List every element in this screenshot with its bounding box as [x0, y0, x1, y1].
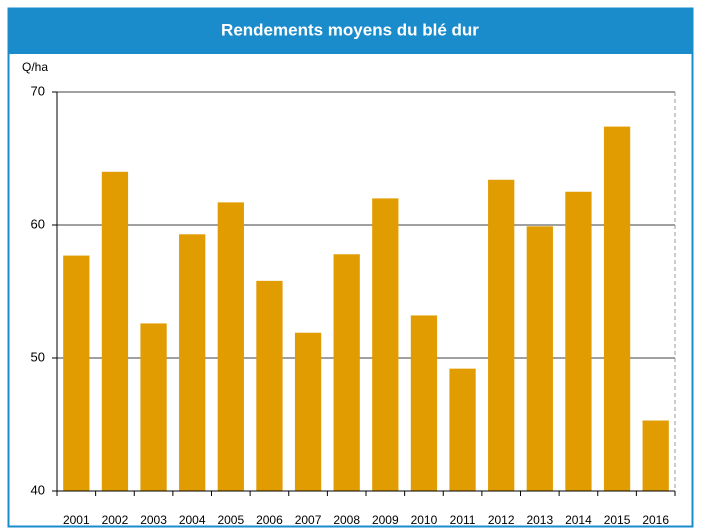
title-band	[8, 8, 693, 54]
bar	[488, 179, 515, 491]
bar	[179, 234, 206, 491]
bar	[372, 198, 399, 491]
x-tick-label: 2007	[295, 513, 322, 527]
bar	[565, 191, 592, 491]
x-tick-label: 2008	[333, 513, 360, 527]
bar	[217, 202, 244, 491]
x-tick-label: 2005	[217, 513, 244, 527]
x-tick-label: 2012	[488, 513, 515, 527]
x-tick-label: 2016	[642, 513, 669, 527]
bar	[333, 254, 360, 491]
x-tick-label: 2001	[63, 513, 90, 527]
bar	[101, 171, 129, 492]
x-tick-label: 2004	[179, 513, 206, 527]
bar	[63, 255, 90, 491]
chart-title: Rendements moyens du blé dur	[221, 20, 479, 39]
y-tick-label: 70	[31, 83, 45, 98]
x-tick-label: 2006	[256, 513, 283, 527]
bar	[449, 368, 476, 491]
bar	[294, 332, 322, 491]
x-tick-label: 2009	[372, 513, 399, 527]
x-tick-label: 2002	[102, 513, 129, 527]
x-tick-label: 2003	[140, 513, 167, 527]
bar	[140, 323, 167, 491]
y-tick-label: 40	[31, 482, 45, 497]
bar	[410, 315, 438, 491]
x-tick-label: 2011	[450, 513, 476, 527]
y-tick-label: 60	[31, 216, 45, 231]
x-tick-label: 2010	[411, 513, 438, 527]
x-tick-label: 2014	[565, 513, 592, 527]
x-tick-label: 2013	[526, 513, 553, 527]
bar	[526, 226, 553, 491]
bar	[256, 280, 283, 491]
bar	[603, 126, 631, 491]
x-tick-label: 2015	[604, 513, 631, 527]
bar	[642, 420, 669, 491]
y-tick-label: 50	[31, 349, 45, 364]
y-axis-label: Q/ha	[22, 60, 48, 74]
